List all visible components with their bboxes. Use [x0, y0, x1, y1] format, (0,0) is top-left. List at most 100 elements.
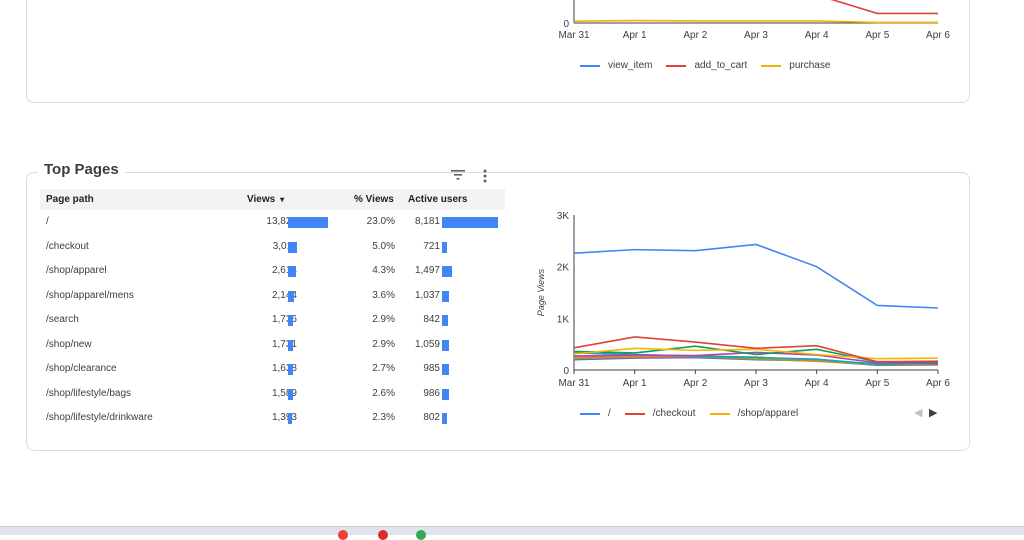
x-tick-label: Apr 1: [623, 30, 647, 41]
legend-item-checkout[interactable]: /checkout: [624, 408, 696, 419]
top-pages-card: [26, 172, 970, 451]
more-vert-icon[interactable]: [482, 169, 488, 186]
x-tick-label: Apr 5: [865, 30, 889, 41]
legend-label: purchase: [789, 60, 831, 71]
table-row[interactable]: /checkout 3,011 5.0% 721: [40, 235, 505, 260]
cell-page-path: /shop/apparel/mens: [46, 289, 134, 301]
taskbar-app-icon[interactable]: [416, 530, 426, 540]
cell-pct-views: 23.0%: [366, 216, 395, 227]
series-line-add-to-cart[interactable]: [827, 0, 938, 15]
col-page-path[interactable]: Page path: [46, 194, 94, 205]
col-active-users[interactable]: Active users: [408, 194, 468, 205]
cell-pct-views: 5.0%: [372, 240, 395, 252]
legend-item-add-to-cart[interactable]: add_to_cart: [666, 60, 747, 71]
cell-views: 13,823: [266, 216, 297, 227]
cell-pct-views: 2.9%: [372, 338, 395, 350]
cell-page-path: /: [46, 216, 49, 227]
table-row[interactable]: /shop/apparel/mens 2,144 3.6% 1,037: [40, 284, 505, 309]
cell-views: 1,731: [271, 338, 297, 350]
cell-views: 1,736: [271, 314, 297, 325]
legend-item-root[interactable]: /: [580, 408, 611, 419]
table-row[interactable]: /search 1,736 2.9% 842: [40, 308, 505, 333]
cell-active-users: 802: [423, 412, 440, 423]
cell-views: 1,393: [271, 412, 297, 423]
legend-swatch: [761, 64, 782, 67]
legend-item-view-item[interactable]: view_item: [580, 60, 652, 71]
legend-label: /checkout: [652, 408, 696, 419]
active-users-bar: [442, 364, 449, 375]
series-line[interactable]: [573, 243, 939, 309]
cell-pct-views: 3.6%: [372, 289, 395, 301]
col-views-label: Views: [247, 194, 276, 205]
cell-page-path: /search: [46, 314, 79, 325]
legend-prev-icon[interactable]: ◀: [914, 407, 923, 419]
legend-item-purchase[interactable]: purchase: [761, 60, 830, 71]
active-users-bar: [442, 388, 449, 400]
cell-page-path: /shop/lifestyle/bags: [46, 387, 132, 399]
page-views-legend: / /checkout /shop/apparel: [580, 408, 812, 419]
x-tick-label: Apr 3: [744, 30, 768, 41]
cell-active-users: 8,181: [414, 216, 440, 227]
active-users-bar: [442, 315, 448, 326]
table-row[interactable]: /shop/lifestyle/drinkware 1,393 2.3% 802: [40, 406, 505, 431]
legend-swatch: [624, 412, 645, 415]
views-bar: [288, 315, 294, 326]
legend-label: /shop/apparel: [737, 408, 799, 419]
col-pct-views[interactable]: % Views: [354, 194, 394, 205]
cell-active-users: 1,497: [414, 265, 440, 276]
cell-active-users: 986: [423, 387, 440, 399]
taskbar-app-icon[interactable]: [338, 530, 348, 540]
table-row[interactable]: /shop/lifestyle/bags 1,589 2.6% 986: [40, 382, 505, 407]
table-row[interactable]: /shop/clearance 1,638 2.7% 985: [40, 357, 505, 382]
legend-label: add_to_cart: [694, 60, 748, 71]
filter-icon[interactable]: [451, 169, 465, 184]
cell-views: 2,144: [271, 289, 297, 301]
active-users-bar: [442, 241, 447, 253]
cell-views: 3,011: [272, 240, 297, 252]
x-tick-label: Apr 4: [805, 378, 829, 389]
active-users-bar: [442, 266, 453, 277]
table-row[interactable]: /shop/new 1,731 2.9% 1,059: [40, 333, 505, 358]
x-tick-label: Apr 2: [683, 378, 707, 389]
cell-page-path: /shop/clearance: [46, 363, 117, 374]
y-tick-label: 0: [563, 19, 569, 30]
cell-page-path: /checkout: [46, 240, 89, 252]
x-tick-label: Mar 31: [558, 30, 590, 41]
x-tick-label: Mar 31: [558, 378, 590, 389]
table-row[interactable]: /shop/apparel 2,614 4.3% 1,497: [40, 259, 505, 284]
views-bar: [288, 339, 293, 351]
legend-item-shop-apparel[interactable]: /shop/apparel: [709, 408, 799, 419]
views-bar: [288, 364, 293, 375]
col-views[interactable]: Views ▾: [247, 189, 284, 210]
views-bar: [288, 241, 297, 253]
top-pages-table: Page path Views ▾ % Views Active users / 1…: [40, 189, 505, 431]
active-users-bar: [442, 217, 498, 228]
views-bar: [288, 413, 293, 424]
cell-page-path: /shop/apparel: [46, 265, 107, 276]
series-line[interactable]: [573, 351, 939, 365]
table-row[interactable]: / 13,823 23.0% 8,181: [40, 210, 505, 235]
legend-label: /: [608, 408, 611, 419]
cell-active-users: 721: [423, 240, 440, 252]
cell-views: 1,638: [271, 363, 297, 374]
views-bar: [288, 266, 296, 277]
active-users-bar: [442, 413, 448, 424]
active-users-bar: [442, 339, 450, 351]
events-card: [26, 0, 970, 103]
legend-swatch: [666, 64, 687, 67]
series-line[interactable]: [573, 336, 939, 363]
legend-swatch: [580, 64, 600, 67]
cell-pct-views: 2.6%: [372, 387, 395, 399]
cell-active-users: 985: [423, 363, 440, 374]
cell-page-path: /shop/new: [46, 338, 92, 350]
cell-page-path: /shop/lifestyle/drinkware: [46, 412, 153, 423]
views-bar: [288, 388, 293, 400]
views-bar: [288, 290, 295, 302]
series-line-purchase[interactable]: [573, 19, 938, 24]
series-line[interactable]: [573, 347, 939, 360]
views-bar: [288, 217, 328, 228]
taskbar-app-icon[interactable]: [378, 530, 388, 540]
y-tick-label: 0: [563, 366, 569, 377]
legend-next-icon[interactable]: ▶: [929, 407, 938, 419]
